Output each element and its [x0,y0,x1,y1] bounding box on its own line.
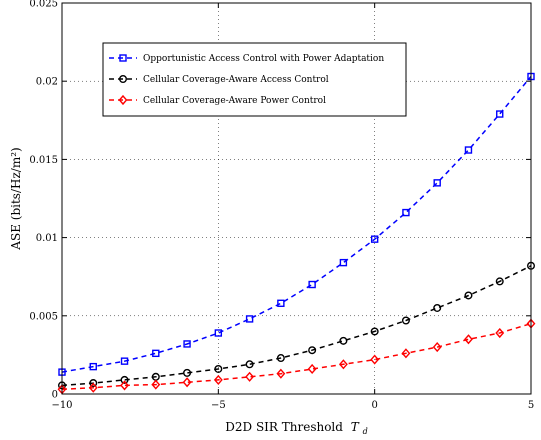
x-tick-label: 5 [528,400,534,411]
x-tick-label: −10 [51,400,72,411]
data-point-circle [89,379,98,388]
legend: Opportunistic Access Control with Power … [102,42,407,117]
data-point-square [245,315,254,323]
y-tick-label: 0.025 [29,0,58,10]
data-point-diamond [182,377,192,388]
legend-label: Cellular Coverage-Aware Access Control [143,75,329,85]
x-tick-label: −5 [211,400,226,411]
data-point-diamond [120,380,129,391]
data-point-diamond [338,359,348,370]
data-point-circle [183,368,192,377]
data-point-circle [276,354,285,363]
data-point-square [308,280,316,289]
legend-entry: Opportunistic Access Control with Power … [109,54,384,64]
data-point-circle [433,303,442,312]
data-point-diamond [88,382,98,393]
data-point-square [402,208,410,217]
data-point-diamond [151,379,161,390]
tick-labels: −10 −5 0 5 0 0.005 0.01 0.015 0.02 0.025 [29,0,534,411]
data-point-diamond [370,354,380,365]
data-point-square [433,179,441,187]
data-point-diamond [245,371,255,382]
data-point-square [464,146,473,154]
plot-area-frame [61,2,532,395]
data-point-square [339,258,348,267]
y-tick-label: 0 [52,390,58,401]
x-axis-label: D2D SIR Threshold T d [225,420,368,436]
y-tick-label: 0.005 [29,311,58,322]
data-series [57,72,536,395]
series-line [61,322,532,391]
data-point-diamond [307,363,317,375]
data-point-square [277,299,285,307]
series-line [61,76,532,373]
data-point-circle [339,336,348,345]
legend-label: Opportunistic Access Control with Power … [143,54,384,64]
data-point-square [119,54,127,62]
x-axis-label-symbol: T [351,420,360,434]
data-point-diamond [464,334,473,345]
data-point-square [89,362,97,371]
data-point-square [120,357,129,365]
data-point-circle [118,74,127,83]
legend-items: Opportunistic Access Control with Power … [109,54,384,106]
data-point-circle [464,291,473,300]
data-point-diamond [495,327,505,339]
legend-label: Cellular Coverage-Aware Power Control [143,96,326,106]
x-tick-label: 0 [371,400,377,411]
data-point-circle [308,346,317,355]
x-axis-label-subscript: d [363,427,368,436]
data-point-circle [370,327,379,336]
data-point-circle [214,364,223,373]
data-point-square [496,110,504,118]
data-point-square [370,235,379,243]
data-point-square [214,329,223,337]
series-line [61,265,532,387]
data-point-diamond [213,374,223,385]
data-point-diamond [432,342,442,353]
data-point-square [183,340,191,348]
x-axis-label-text: D2D SIR Threshold [225,420,343,434]
data-point-diamond [118,94,128,106]
data-point-circle [245,360,254,369]
legend-box [102,42,407,117]
data-point-diamond [401,348,411,359]
y-axis-label: ASE (bits/Hz/m²) [9,147,23,250]
legend-entry: Cellular Coverage-Aware Access Control [109,74,329,85]
y-tick-label: 0.015 [29,155,58,166]
y-tick-label: 0.02 [36,77,58,88]
axis-ticks [61,2,532,395]
data-point-square [152,349,160,358]
data-point-circle [401,316,410,325]
data-point-diamond [276,368,286,379]
series-diamond [57,318,536,395]
y-tick-label: 0.01 [36,233,58,244]
data-point-circle [495,277,504,286]
legend-entry: Cellular Coverage-Aware Power Control [109,94,326,106]
data-point-circle [120,375,129,384]
